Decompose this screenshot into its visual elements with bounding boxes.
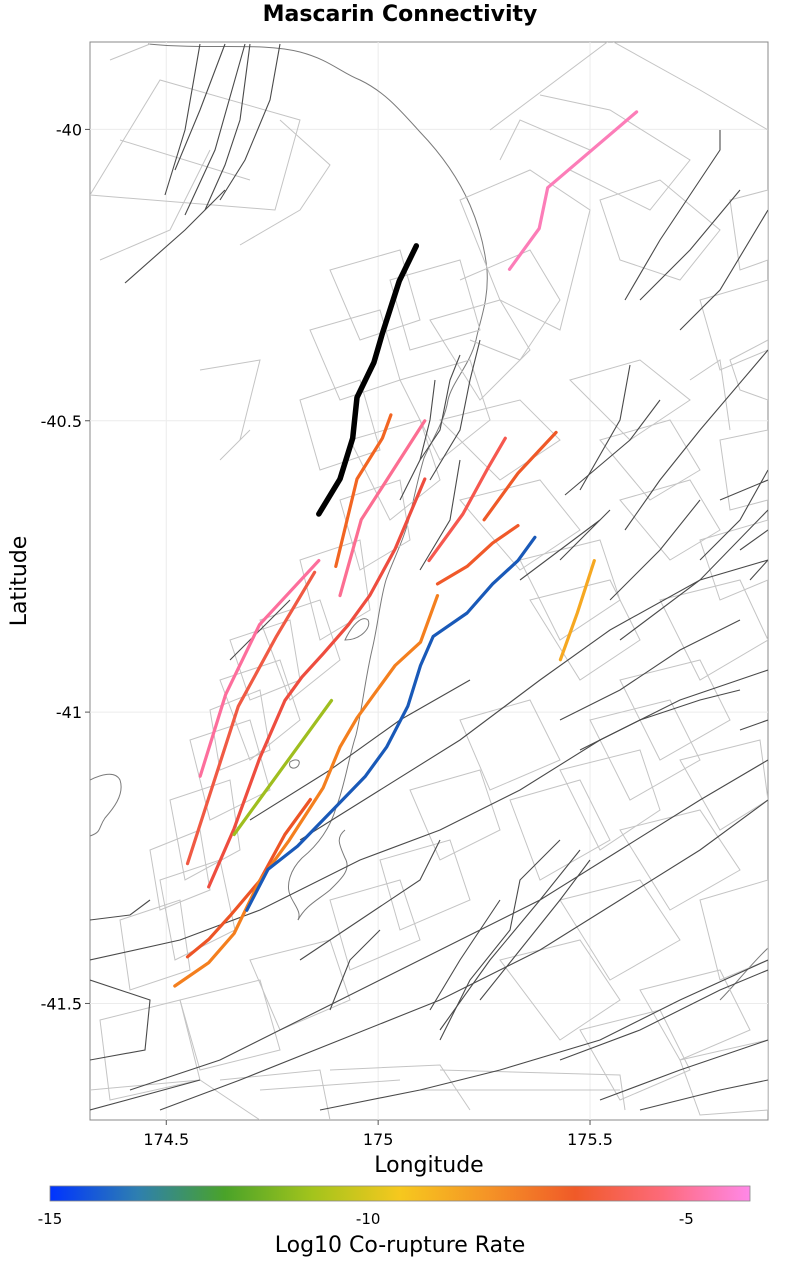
y-tick-label-2: -41 — [56, 703, 82, 722]
colorbar-label: Log10 Co-rupture Rate — [275, 1233, 526, 1258]
rupture-pink-upper-right — [507, 110, 639, 271]
coastline-south-island — [90, 773, 122, 837]
x-axis-label: Longitude — [374, 1153, 483, 1178]
y-tick-label-3: -41.5 — [41, 994, 82, 1013]
colorbar-tick-label-2: -5 — [679, 1210, 694, 1228]
rupture-orange-bottom-right — [558, 558, 596, 662]
chart-title: Mascarin Connectivity — [262, 2, 538, 27]
rupture-orange-red-right-upper — [482, 430, 558, 522]
x-tick-label-1: 175 — [363, 1130, 394, 1149]
colorbar-tick-label-1: -10 — [356, 1210, 381, 1228]
rupture-pink-middle — [338, 419, 427, 598]
rupture-black-source-fault — [316, 243, 420, 517]
y-tick-label-1: -40.5 — [41, 412, 82, 431]
rupture-orange-red-right — [435, 523, 520, 586]
y-axis-ticks: -40 -40.5 -41 -41.5 — [41, 120, 90, 1013]
rupture-orange-long — [173, 593, 440, 988]
rupture-blue — [245, 535, 537, 912]
rupture-red-bottom-left — [185, 797, 312, 959]
rupture-red-left-lower — [207, 477, 427, 889]
x-tick-label-2: 175.5 — [567, 1130, 613, 1149]
rupture-pink-left-long — [198, 558, 321, 778]
rupture-orange-middle-upper — [334, 413, 393, 569]
x-axis-ticks: 174.5 175 175.5 — [143, 1120, 613, 1149]
rupture-yellowgreen — [232, 698, 334, 837]
rupture-coral-middle-right — [427, 436, 507, 563]
island-small — [289, 759, 300, 769]
rupture-traces — [173, 110, 639, 988]
y-axis-label: Latitude — [7, 536, 32, 627]
colorbar — [49, 1185, 751, 1202]
plot-panel — [89, 41, 769, 1121]
colorbar-ticks: -15 -10 -5 — [38, 1210, 694, 1228]
y-tick-label-0: -40 — [56, 120, 82, 139]
colorbar-tick-label-0: -15 — [38, 1210, 63, 1228]
rupture-coral-left-long — [185, 570, 317, 866]
coastline-east — [719, 947, 768, 1001]
fault-basemap — [90, 42, 768, 1120]
x-tick-label-0: 174.5 — [143, 1130, 189, 1149]
coastline-wellington — [297, 829, 348, 921]
island-kapiti — [344, 618, 370, 641]
